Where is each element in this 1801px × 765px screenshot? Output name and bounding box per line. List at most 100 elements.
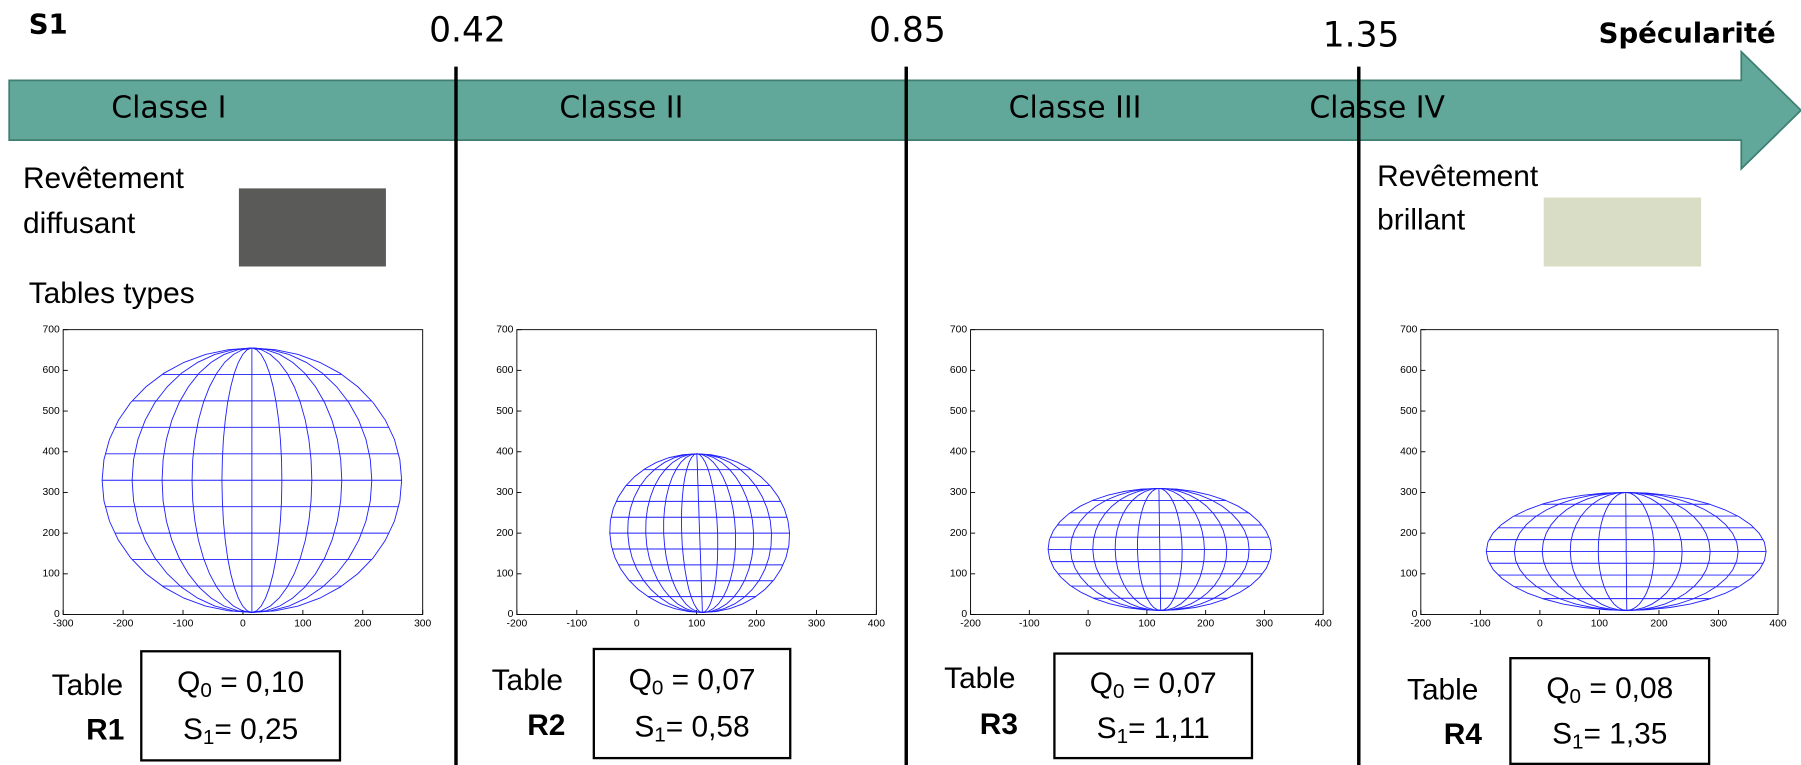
plot-frame: [970, 329, 1324, 615]
meridian: [1485, 491, 1627, 611]
meridian: [1158, 487, 1272, 611]
wireframe: [1047, 487, 1272, 611]
table-id: R3: [980, 708, 1018, 741]
x-tick-label: 400: [1315, 618, 1332, 629]
y-tick-label: 0: [54, 609, 60, 620]
table-label: Table: [52, 669, 123, 702]
y-tick-label: 600: [1400, 365, 1417, 376]
meridian: [101, 347, 252, 613]
y-tick-label: 700: [950, 324, 967, 335]
y-tick-label: 200: [496, 528, 513, 539]
subscript: 0: [1570, 685, 1582, 708]
symbol: S: [1097, 712, 1117, 745]
y-tick-label: 200: [1400, 528, 1417, 539]
x-tick-label: -200: [1410, 618, 1431, 629]
y-tick-label: 600: [496, 365, 513, 376]
y-tick-label: 400: [950, 446, 967, 457]
y-tick-label: 0: [508, 609, 514, 620]
meridian: [1047, 487, 1161, 611]
x-tick-label: -300: [53, 618, 74, 629]
scale-label: S1: [29, 8, 68, 40]
x-tick-label: 300: [1256, 618, 1273, 629]
class-label: Classe II: [559, 91, 683, 126]
x-tick-label: -100: [1019, 618, 1040, 629]
symbol: Q: [177, 666, 200, 699]
axis-title: Spécularité: [1599, 17, 1776, 49]
x-tick-label: 200: [748, 618, 765, 629]
coefficient: S1= 1,11: [1097, 712, 1210, 749]
y-tick-label: 100: [496, 569, 513, 580]
threshold: 0.42: [429, 11, 506, 51]
table-id: R2: [527, 709, 565, 742]
coefficient: S1= 0,25: [183, 713, 298, 750]
coefficient: Q0 = 0,08: [1546, 672, 1673, 709]
subscript: 1: [1117, 725, 1128, 748]
coefficient: Q0 = 0,10: [177, 666, 304, 703]
x-tick-label: 200: [1650, 618, 1667, 629]
coefficient: Q0 = 0,07: [1090, 667, 1217, 704]
coating-label: brillant: [1377, 204, 1466, 237]
symbol: S: [183, 713, 203, 746]
wireframe: [1485, 491, 1767, 611]
symbol: S: [634, 711, 654, 744]
coefficient-value: = 0,58: [666, 711, 750, 744]
subscript: 1: [203, 726, 215, 749]
y-tick-label: 500: [950, 406, 967, 417]
table-label: Table: [492, 664, 563, 697]
coefficient-box: [592, 647, 792, 760]
y-tick-label: 100: [950, 569, 967, 580]
coefficient: S1= 0,58: [634, 711, 749, 748]
symbol: S: [1552, 717, 1572, 750]
x-tick-label: 400: [868, 618, 885, 629]
y-tick-label: 300: [42, 487, 59, 498]
x-tick-label: 200: [354, 618, 371, 629]
x-tick-label: 300: [414, 618, 431, 629]
coefficient-value: = 0,25: [214, 713, 298, 746]
threshold: 0.85: [869, 11, 946, 51]
class-label: Classe III: [1009, 91, 1142, 126]
x-tick-label: 100: [1591, 618, 1608, 629]
subscript: 1: [1572, 731, 1584, 754]
x-tick-label: 200: [1197, 618, 1214, 629]
class-label: Classe I: [111, 91, 226, 126]
coefficient-box: [140, 650, 342, 762]
y-tick-label: 300: [1400, 487, 1417, 498]
x-tick-label: 100: [688, 618, 705, 629]
x-tick-label: -100: [173, 618, 194, 629]
plot-frame: [516, 329, 877, 615]
y-tick-label: 300: [496, 487, 513, 498]
x-tick-label: -200: [960, 618, 981, 629]
section-title: Tables types: [29, 277, 195, 310]
x-tick-label: 400: [1769, 618, 1786, 629]
table-label: Table: [944, 662, 1015, 695]
coating-label: Revêtement: [1377, 160, 1539, 193]
y-tick-label: 600: [950, 365, 967, 376]
y-tick-label: 400: [496, 446, 513, 457]
y-tick-label: 400: [1400, 446, 1417, 457]
subscript: 1: [654, 724, 666, 747]
y-tick-label: 100: [1400, 569, 1417, 580]
table-label: Table: [1407, 673, 1478, 706]
coefficient-value: = 0,10: [212, 666, 304, 699]
meridian: [696, 453, 791, 613]
symbol: Q: [1546, 672, 1569, 705]
coating-label: diffusant: [23, 207, 136, 240]
y-tick-label: 300: [950, 487, 967, 498]
subscript: 0: [1113, 680, 1124, 703]
coefficient-box: [1509, 657, 1711, 765]
wireframe: [609, 453, 791, 613]
x-tick-label: 0: [1537, 618, 1543, 629]
y-tick-label: 500: [42, 406, 59, 417]
x-tick-label: 100: [1138, 618, 1155, 629]
x-tick-label: 300: [808, 618, 825, 629]
x-tick-label: -200: [507, 618, 528, 629]
y-tick-label: 400: [42, 446, 59, 457]
threshold: 1.35: [1323, 15, 1400, 55]
coefficient-box: [1053, 652, 1254, 760]
class-label: Classe IV: [1309, 91, 1445, 126]
y-tick-label: 700: [42, 324, 59, 335]
table-id: R4: [1444, 718, 1483, 751]
x-tick-label: 0: [240, 618, 246, 629]
y-tick-label: 700: [1400, 324, 1417, 335]
